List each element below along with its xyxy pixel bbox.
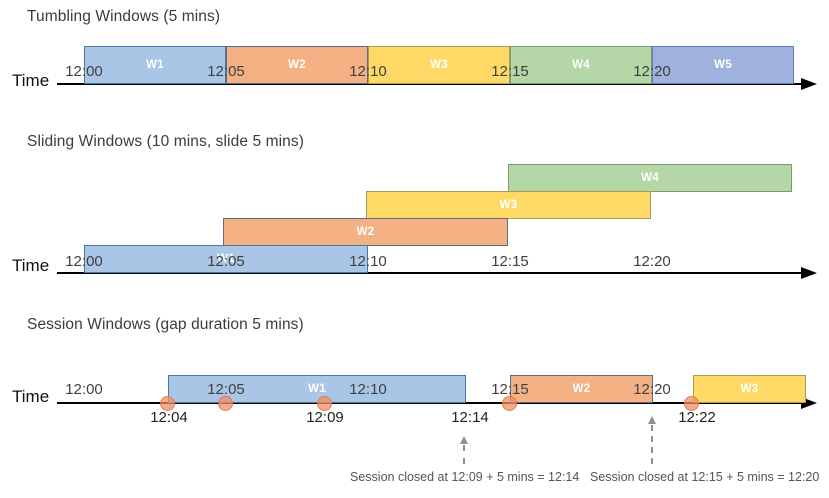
sliding-section-title: Sliding Windows (10 mins, slide 5 mins) — [27, 133, 304, 150]
tumbling-window-w3-label: W3 — [430, 59, 448, 71]
sliding-tick-1200: 12:00 — [65, 253, 103, 270]
tumbling-time-axis — [57, 83, 803, 85]
dashed-line — [651, 425, 653, 464]
session-window-w3: W3 — [693, 375, 806, 403]
tumbling-axis-arrowhead-icon — [801, 78, 817, 90]
session-window-w1-label: W1 — [308, 383, 326, 395]
sliding-tick-1210: 12:10 — [349, 253, 387, 270]
session-time-axis-label: Time — [12, 387, 50, 406]
sliding-axis-arrowhead-icon — [801, 267, 817, 279]
up-arrowhead-icon — [460, 436, 468, 444]
tumbling-time-axis-label: Time — [12, 71, 50, 90]
sliding-window-w2: W2 — [223, 218, 508, 246]
tumbling-section-title: Tumbling Windows (5 mins) — [27, 8, 221, 25]
session-close-arrow-1220 — [647, 416, 657, 464]
session-tick-1220: 12:20 — [633, 381, 671, 398]
sliding-window-w4: W4 — [508, 164, 792, 192]
event-dot-1215 — [502, 396, 517, 411]
tumbling-window-w1: W1 — [84, 46, 226, 84]
session-close-arrow-1214 — [459, 436, 469, 464]
event-time-1222: 12:22 — [678, 409, 716, 426]
sliding-tick-1220: 12:20 — [633, 253, 671, 270]
session-tick-1205: 12:05 — [207, 381, 245, 398]
session-window-w3-label: W3 — [740, 383, 759, 395]
sliding-window-w1-label: W1 — [217, 253, 235, 265]
session-closed-annotation-2: Session closed at 12:15 + 5 mins = 12:20 — [590, 470, 820, 484]
sliding-tick-1215: 12:15 — [491, 253, 529, 270]
tumbling-window-w5-label: W5 — [714, 59, 732, 71]
tumbling-tick-1210: 12:10 — [349, 63, 387, 80]
sliding-window-w4-label: W4 — [641, 172, 659, 184]
event-dot-1222 — [684, 396, 699, 411]
session-tick-1210: 12:10 — [349, 381, 387, 398]
event-time-1204: 12:04 — [150, 409, 188, 426]
tumbling-window-w5: W5 — [652, 46, 794, 84]
tumbling-window-w3: W3 — [368, 46, 510, 84]
tumbling-tick-1215: 12:15 — [491, 63, 529, 80]
tumbling-tick-1200: 12:00 — [65, 63, 103, 80]
event-dot-1209 — [317, 396, 332, 411]
sliding-tick-1205: 12:05 — [207, 253, 245, 270]
event-time-1214: 12:14 — [451, 409, 489, 426]
sliding-window-w2-label: W2 — [356, 226, 375, 238]
sliding-window-w1: W1 — [84, 245, 368, 273]
tumbling-tick-1220: 12:20 — [633, 63, 671, 80]
tumbling-window-w4-label: W4 — [572, 59, 590, 71]
sliding-time-axis-label: Time — [12, 256, 50, 275]
session-tick-1200: 12:00 — [65, 381, 103, 398]
session-window-w2: W2 — [510, 375, 653, 403]
tumbling-window-w4: W4 — [510, 46, 652, 84]
session-window-w2-label: W2 — [572, 383, 591, 395]
session-window-w1: W1 — [168, 375, 466, 403]
up-arrowhead-icon — [648, 416, 656, 424]
event-dot-1204 — [160, 396, 175, 411]
event-dot-1205 — [218, 396, 233, 411]
sliding-window-w3: W3 — [366, 191, 651, 219]
tumbling-tick-1205: 12:05 — [207, 63, 245, 80]
tumbling-window-w1-label: W1 — [146, 59, 164, 71]
tumbling-window-w2: W2 — [226, 46, 368, 84]
tumbling-window-w2-label: W2 — [288, 59, 306, 71]
dashed-line — [463, 445, 465, 464]
session-time-axis — [57, 402, 803, 404]
session-tick-1215: 12:15 — [491, 381, 529, 398]
session-closed-annotation-1: Session closed at 12:09 + 5 mins = 12:14 — [350, 470, 580, 484]
session-section-title: Session Windows (gap duration 5 mins) — [27, 316, 304, 333]
sliding-time-axis — [57, 272, 803, 274]
sliding-window-w3-label: W3 — [499, 199, 518, 211]
event-time-1209: 12:09 — [306, 409, 344, 426]
